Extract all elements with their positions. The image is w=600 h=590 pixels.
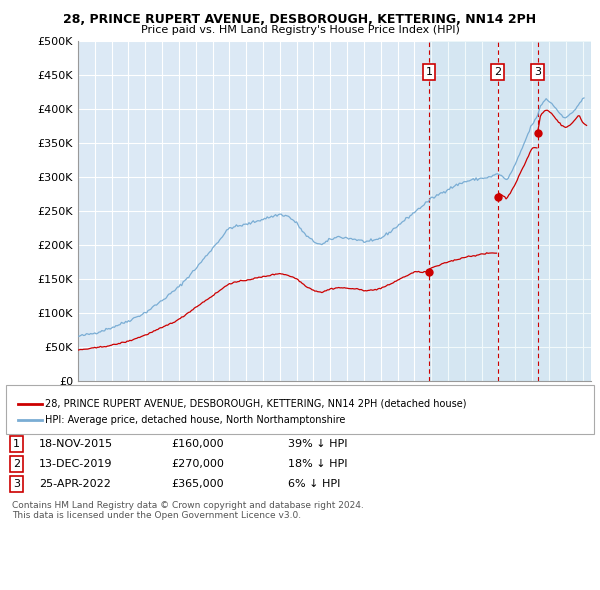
- Text: £270,000: £270,000: [171, 459, 224, 468]
- Text: 6% ↓ HPI: 6% ↓ HPI: [288, 479, 340, 489]
- Text: 18% ↓ HPI: 18% ↓ HPI: [288, 459, 347, 468]
- Text: 18-NOV-2015: 18-NOV-2015: [39, 439, 113, 448]
- Text: 3: 3: [13, 479, 20, 489]
- Text: 1: 1: [425, 67, 433, 77]
- Text: This data is licensed under the Open Government Licence v3.0.: This data is licensed under the Open Gov…: [12, 510, 301, 520]
- Text: 1: 1: [13, 439, 20, 448]
- Text: Contains HM Land Registry data © Crown copyright and database right 2024.: Contains HM Land Registry data © Crown c…: [12, 501, 364, 510]
- Text: 28, PRINCE RUPERT AVENUE, DESBOROUGH, KETTERING, NN14 2PH: 28, PRINCE RUPERT AVENUE, DESBOROUGH, KE…: [64, 13, 536, 26]
- Text: 2: 2: [494, 67, 501, 77]
- Text: 2: 2: [13, 459, 20, 468]
- Text: 3: 3: [534, 67, 541, 77]
- Text: 28, PRINCE RUPERT AVENUE, DESBOROUGH, KETTERING, NN14 2PH (detached house): 28, PRINCE RUPERT AVENUE, DESBOROUGH, KE…: [45, 399, 467, 408]
- Text: 25-APR-2022: 25-APR-2022: [39, 479, 111, 489]
- Text: £160,000: £160,000: [171, 439, 224, 448]
- Text: Price paid vs. HM Land Registry's House Price Index (HPI): Price paid vs. HM Land Registry's House …: [140, 25, 460, 35]
- Text: 39% ↓ HPI: 39% ↓ HPI: [288, 439, 347, 448]
- Text: £365,000: £365,000: [171, 479, 224, 489]
- Bar: [429, 41, 591, 381]
- Text: 13-DEC-2019: 13-DEC-2019: [39, 459, 113, 468]
- Text: HPI: Average price, detached house, North Northamptonshire: HPI: Average price, detached house, Nort…: [45, 415, 346, 425]
